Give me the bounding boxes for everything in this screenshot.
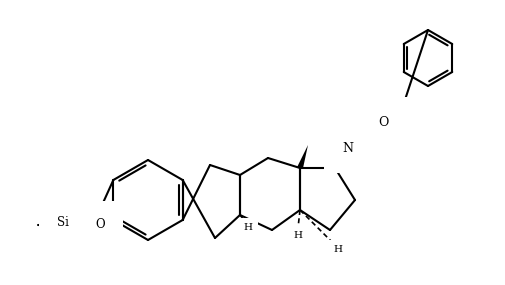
- Text: O: O: [95, 219, 105, 231]
- Polygon shape: [297, 145, 308, 169]
- Text: N: N: [342, 141, 354, 154]
- Text: Si: Si: [57, 215, 69, 229]
- Text: O: O: [378, 115, 388, 129]
- Text: H: H: [333, 245, 342, 255]
- Text: H: H: [243, 223, 252, 233]
- Text: H: H: [293, 231, 302, 239]
